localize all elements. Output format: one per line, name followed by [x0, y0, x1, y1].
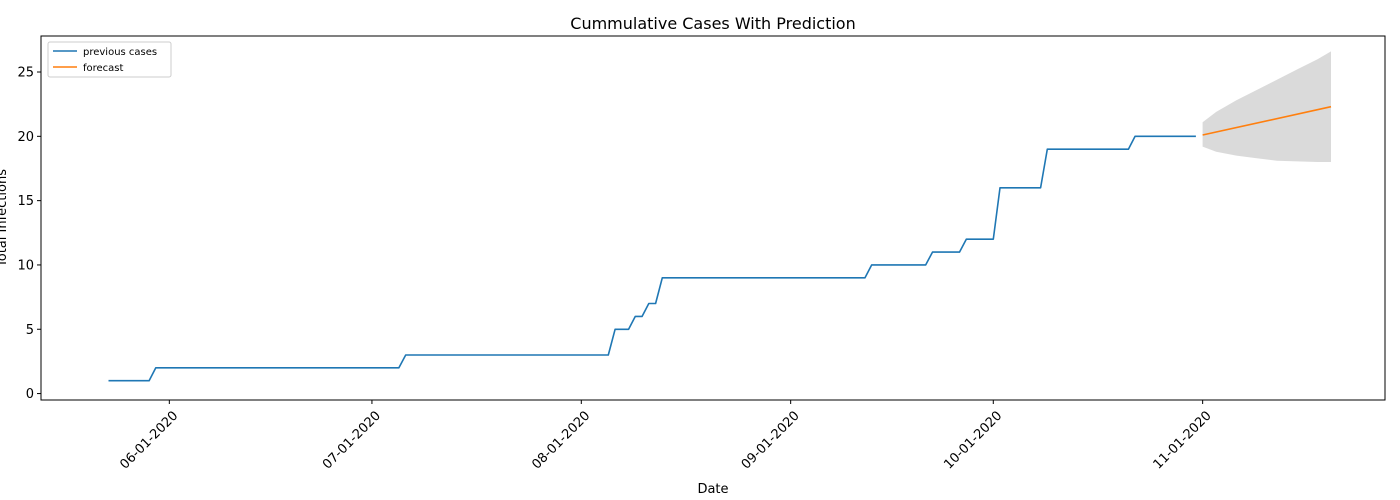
y-tick-label: 5 — [26, 323, 34, 338]
y-tick-label: 15 — [17, 194, 34, 209]
axes-frame — [40, 35, 1386, 401]
chart-title: Cummulative Cases With Prediction — [570, 14, 855, 33]
legend: previous cases forecast — [47, 41, 172, 78]
y-tick-label: 0 — [26, 387, 34, 402]
y-axis: 0 5 10 15 20 25 — [17, 66, 41, 402]
y-tick-label: 25 — [17, 66, 34, 81]
legend-label-forecast: forecast — [83, 63, 124, 74]
legend-label-previous-cases: previous cases — [83, 47, 157, 58]
forecast-confidence-band — [1202, 51, 1331, 162]
y-tick-label: 10 — [17, 258, 34, 273]
x-axis-label: Date — [697, 482, 728, 497]
series-line-forecast — [1202, 105, 1332, 136]
y-tick-label: 20 — [17, 130, 34, 145]
series-line-previous-cases — [108, 135, 1196, 382]
plot-area — [108, 51, 1332, 382]
legend-box — [47, 41, 172, 78]
y-axis-label: Total Infections — [0, 169, 10, 268]
